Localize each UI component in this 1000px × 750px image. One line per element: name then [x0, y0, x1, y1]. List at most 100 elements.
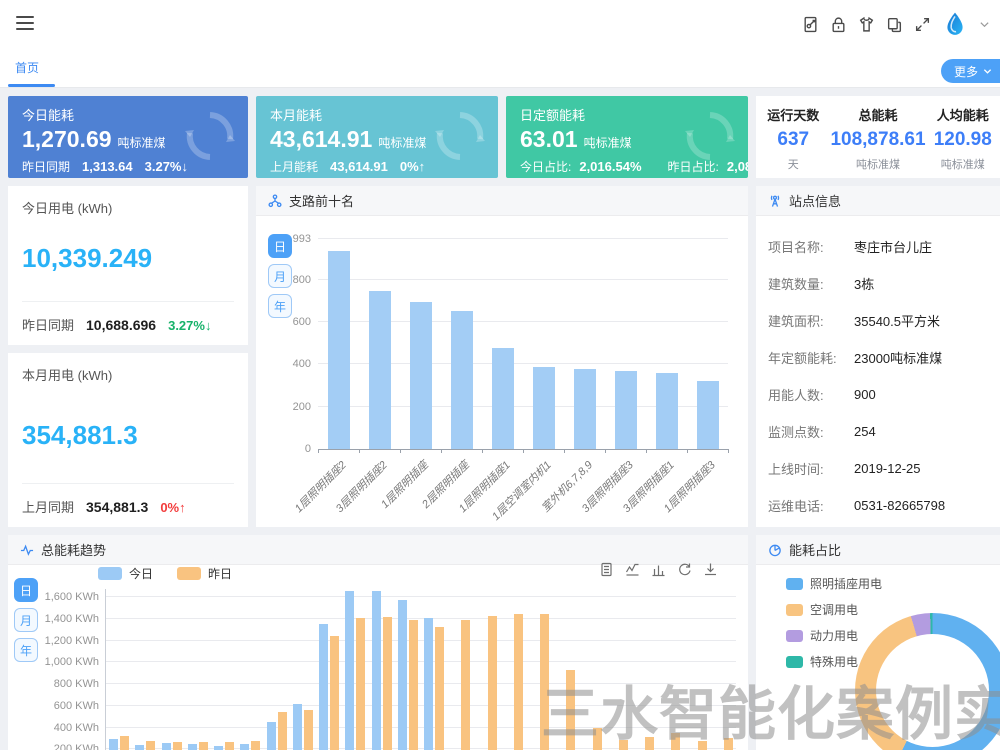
- trend-bar-昨日: [278, 712, 287, 750]
- trend-bar-昨日: [698, 741, 707, 750]
- trend-bar-昨日: [435, 627, 444, 750]
- site-info-row: 监测点数:254: [768, 413, 988, 450]
- branch-bar: [615, 371, 637, 450]
- trend-bar-昨日: [593, 728, 602, 750]
- trend-bar-今日: [162, 743, 171, 750]
- stat-per-capita-energy: 人均能耗 120.98 吨标准煤: [926, 105, 1000, 169]
- trend-bar-今日: [319, 624, 328, 750]
- maintenance-icon[interactable]: [802, 16, 819, 33]
- trend-bar-昨日: [566, 670, 575, 750]
- trend-bar-今日: [372, 591, 381, 750]
- trend-bar-昨日: [330, 636, 339, 750]
- theme-icon[interactable]: [858, 16, 875, 33]
- restore-icon[interactable]: [677, 562, 692, 582]
- card-value: 1,270.69: [22, 126, 112, 152]
- site-info-row: 建筑面积:35540.5平方米: [768, 302, 988, 339]
- site-info-row: 项目名称:枣庄市台儿庄: [768, 228, 988, 265]
- trend-bar-今日: [267, 722, 276, 750]
- card-value: 43,614.91: [270, 126, 372, 152]
- tab-home[interactable]: 首页: [15, 48, 39, 87]
- site-info-row: 运维电话:0531-82665798: [768, 487, 988, 524]
- legend-item-今日[interactable]: 今日: [98, 565, 153, 582]
- panel-title: 今日用电 (kWh): [8, 186, 248, 217]
- trend-chart-plot[interactable]: 200 KWh400 KWh600 KWh800 KWh1,000 KWh1,2…: [105, 589, 736, 750]
- site-info-rows: 项目名称:枣庄市台儿庄建筑数量:3栋建筑面积:35540.5平方米年定额能耗:2…: [756, 216, 1000, 524]
- trend-bar-今日: [240, 744, 249, 750]
- branch-top10-panel: 支路前十名 日月年 02004006008009931层照明插座23层照明插座2…: [256, 186, 748, 527]
- branch-bar: [328, 251, 350, 449]
- branch-bar: [533, 367, 555, 449]
- trend-bar-昨日: [645, 737, 654, 750]
- month-power-value: 354,881.3: [8, 420, 248, 451]
- delta-badge: 3.27%↓: [168, 318, 211, 333]
- branch-bar: [492, 348, 514, 449]
- trend-bar-今日: [293, 704, 302, 750]
- panel-title: 能耗占比: [789, 540, 841, 559]
- card-today-energy: 今日能耗 1,270.69吨标准煤 昨日同期 1,313.64 3.27%↓: [8, 96, 248, 178]
- delta-badge: 0%↑: [160, 500, 185, 515]
- legend-item-空调用电[interactable]: 空调用电: [786, 601, 882, 618]
- branch-bar: [656, 373, 678, 449]
- card-sub-label: 上月能耗: [270, 158, 318, 175]
- pie-chart-icon: [768, 543, 782, 557]
- chevron-down-icon[interactable]: [979, 19, 990, 30]
- legend-item-照明插座用电[interactable]: 照明插座用电: [786, 575, 882, 592]
- branch-chart-plot[interactable]: 02004006008009931层照明插座23层照明插座21层照明插座2层照明…: [318, 240, 728, 450]
- period-button-月[interactable]: 月: [268, 264, 292, 288]
- trend-bar-今日: [135, 745, 144, 750]
- recycle-icon: [430, 106, 490, 166]
- site-info-row: 建筑数量:3栋: [768, 265, 988, 302]
- chevron-down-icon: [983, 67, 992, 76]
- card-sub-label: 今日占比:: [520, 158, 571, 175]
- more-button[interactable]: 更多: [941, 59, 1000, 83]
- tab-active-underline: [8, 84, 55, 87]
- period-button-年[interactable]: 年: [14, 638, 38, 662]
- download-icon[interactable]: [703, 562, 718, 582]
- trend-bar-昨日: [540, 614, 549, 750]
- card-value: 63.01: [520, 126, 578, 152]
- trend-bar-昨日: [514, 614, 523, 750]
- line-chart-icon[interactable]: [625, 562, 640, 582]
- copy-icon[interactable]: [886, 16, 903, 33]
- trend-bar-昨日: [120, 736, 129, 750]
- branch-bar: [574, 369, 596, 449]
- water-drop-logo[interactable]: [942, 11, 968, 37]
- menu-toggle-icon[interactable]: [16, 16, 34, 33]
- summary-stats-panel: 运行天数 637 天 总能耗 108,878.61 吨标准煤 人均能耗 120.…: [756, 96, 1000, 178]
- period-button-日[interactable]: 日: [268, 234, 292, 258]
- card-delta: 0%↑: [400, 159, 425, 174]
- stat-running-days: 运行天数 637 天: [756, 105, 830, 169]
- data-view-icon[interactable]: [599, 562, 614, 582]
- trend-bar-昨日: [724, 738, 733, 750]
- card-unit: 吨标准煤: [378, 136, 426, 150]
- site-info-panel: 站点信息 项目名称:枣庄市台儿庄建筑数量:3栋建筑面积:35540.5平方米年定…: [756, 186, 1000, 527]
- today-power-panel: 今日用电 (kWh) 10,339.249 昨日同期 10,688.696 3.…: [8, 186, 248, 345]
- bar-chart-icon[interactable]: [651, 562, 666, 582]
- branch-period-buttons: 日月年: [268, 234, 292, 324]
- trend-bar-昨日: [304, 710, 313, 750]
- lock-icon[interactable]: [830, 16, 847, 33]
- trend-bar-昨日: [225, 742, 234, 750]
- trend-bar-今日: [188, 744, 197, 750]
- period-button-年[interactable]: 年: [268, 294, 292, 318]
- month-power-panel: 本月用电 (kWh) 354,881.3 上月同期 354,881.3 0%↑: [8, 353, 248, 527]
- branch-bar: [410, 302, 432, 449]
- recycle-icon: [680, 106, 740, 166]
- fullscreen-icon[interactable]: [914, 16, 931, 33]
- compare-label: 上月同期: [22, 497, 74, 516]
- trend-bar-昨日: [619, 740, 628, 750]
- trend-bar-昨日: [251, 741, 260, 750]
- legend-item-动力用电[interactable]: 动力用电: [786, 627, 882, 644]
- trend-bar-昨日: [146, 741, 155, 750]
- card-daily-quota-energy: 日定额能耗 63.01吨标准煤 今日占比: 2,016.54% 昨日占比: 2,…: [506, 96, 748, 178]
- site-info-row: 用能人数:900: [768, 376, 988, 413]
- card-sub-value: 43,614.91: [330, 159, 388, 174]
- trend-bar-昨日: [409, 620, 418, 750]
- period-button-月[interactable]: 月: [14, 608, 38, 632]
- panel-title: 本月用电 (kWh): [8, 353, 248, 384]
- card-unit: 吨标准煤: [584, 136, 632, 150]
- legend-item-昨日[interactable]: 昨日: [177, 565, 232, 582]
- energy-share-panel: 能耗占比 照明插座用电空调用电动力用电特殊用电: [756, 535, 1000, 750]
- period-button-日[interactable]: 日: [14, 578, 38, 602]
- trend-bar-昨日: [199, 742, 208, 750]
